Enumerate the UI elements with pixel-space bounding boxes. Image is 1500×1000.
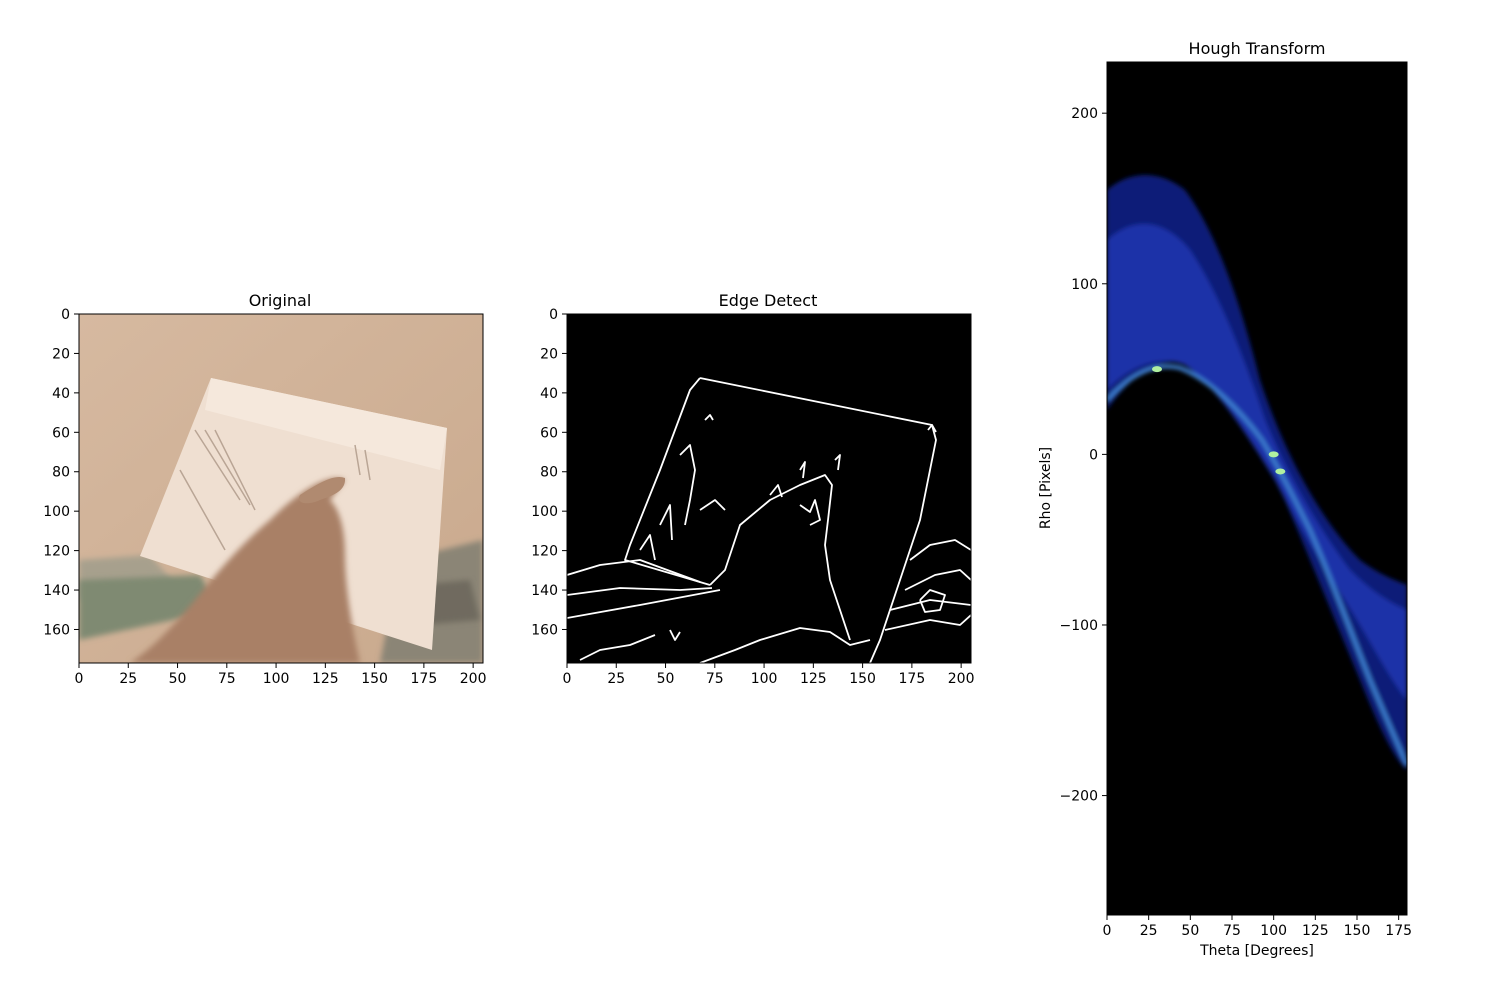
y-tick-label: −200 [1060, 789, 1098, 805]
x-tick-label: 75 [218, 671, 236, 687]
x-tick-label: 75 [1223, 923, 1241, 939]
hough-bands [1107, 175, 1407, 770]
hough-panel: Hough Transform 0 25 50 75 100 125 150 175 200 10… [1038, 39, 1412, 959]
edge-panel: Edge Detect [531, 291, 974, 687]
y-tick-label: 40 [52, 386, 70, 402]
hough-image [1107, 62, 1407, 915]
original-paper-highlight [205, 378, 447, 470]
hough-peak [1275, 468, 1286, 475]
hough-peak [1268, 451, 1279, 458]
y-tick-label: 140 [531, 583, 558, 599]
x-tick-label: 125 [800, 671, 827, 687]
x-tick-label: 175 [411, 671, 438, 687]
hough-band-inner [1107, 223, 1407, 700]
x-tick-label: 125 [1302, 923, 1329, 939]
original-image [79, 314, 483, 663]
x-tick-label: 25 [119, 671, 137, 687]
x-tick-label: 0 [1103, 923, 1112, 939]
y-tick-label: 20 [540, 346, 558, 362]
y-tick-label: 100 [531, 504, 558, 520]
x-tick-label: 200 [948, 671, 975, 687]
x-tick-label: 50 [1181, 923, 1199, 939]
y-tick-label: 40 [540, 386, 558, 402]
x-tick-label: 100 [751, 671, 778, 687]
hough-ylabel: Rho [Pixels] [1038, 447, 1054, 529]
y-tick-label: 120 [531, 544, 558, 560]
hough-ticks: 0 25 50 75 100 125 150 175 200 100 0 −100 −200 [1060, 106, 1412, 939]
y-tick-label: 160 [531, 622, 558, 638]
x-tick-label: 25 [1140, 923, 1158, 939]
y-tick-label: −100 [1060, 618, 1098, 634]
original-ticks: 0 25 50 75 100 125 150 175 200 0 20 40 60 80 100 120 140… [43, 307, 486, 687]
original-hand [130, 478, 360, 663]
x-tick-label: 100 [1260, 923, 1287, 939]
hough-frame [1106, 61, 1408, 916]
hough-peaks [1152, 366, 1286, 475]
x-tick-label: 50 [169, 671, 187, 687]
y-tick-label: 80 [52, 465, 70, 481]
y-tick-label: 140 [43, 583, 70, 599]
hough-peak [1152, 366, 1162, 373]
original-frame [78, 313, 484, 664]
y-tick-label: 0 [549, 307, 558, 323]
y-tick-label: 0 [61, 307, 70, 323]
x-tick-label: 175 [1385, 923, 1412, 939]
original-panel: Original 0 25 50 7 [43, 291, 486, 687]
x-tick-label: 150 [1344, 923, 1371, 939]
y-tick-label: 60 [540, 425, 558, 441]
y-tick-label: 100 [1071, 277, 1098, 293]
x-tick-label: 150 [849, 671, 876, 687]
x-tick-label: 0 [563, 671, 572, 687]
x-tick-label: 175 [899, 671, 926, 687]
y-tick-label: 0 [1089, 447, 1098, 463]
hough-ridge [1107, 364, 1407, 766]
y-tick-label: 100 [43, 504, 70, 520]
y-tick-label: 160 [43, 622, 70, 638]
y-tick-label: 120 [43, 544, 70, 560]
edge-title: Edge Detect [719, 291, 818, 310]
x-tick-label: 100 [263, 671, 290, 687]
edge-image [567, 314, 971, 663]
edge-lines [567, 377, 971, 663]
x-tick-label: 150 [361, 671, 388, 687]
hough-title: Hough Transform [1189, 39, 1326, 58]
y-tick-label: 200 [1071, 106, 1098, 122]
x-tick-label: 50 [657, 671, 675, 687]
original-clutter-left [79, 575, 220, 640]
y-tick-label: 20 [52, 346, 70, 362]
edge-background [567, 314, 971, 663]
x-tick-label: 0 [75, 671, 84, 687]
y-tick-label: 80 [540, 465, 558, 481]
y-tick-label: 60 [52, 425, 70, 441]
original-paper-text [179, 429, 371, 551]
x-tick-label: 200 [460, 671, 487, 687]
edge-frame [566, 313, 972, 664]
original-finger [299, 476, 346, 504]
hough-xlabel: Theta [Degrees] [1199, 943, 1314, 959]
x-tick-label: 75 [706, 671, 724, 687]
original-title: Original [249, 291, 312, 310]
x-tick-label: 125 [312, 671, 339, 687]
edge-ticks: 0 25 50 75 100 125 150 175 200 0 20 40 60 80 100 120 140… [531, 307, 974, 687]
x-tick-label: 25 [607, 671, 625, 687]
